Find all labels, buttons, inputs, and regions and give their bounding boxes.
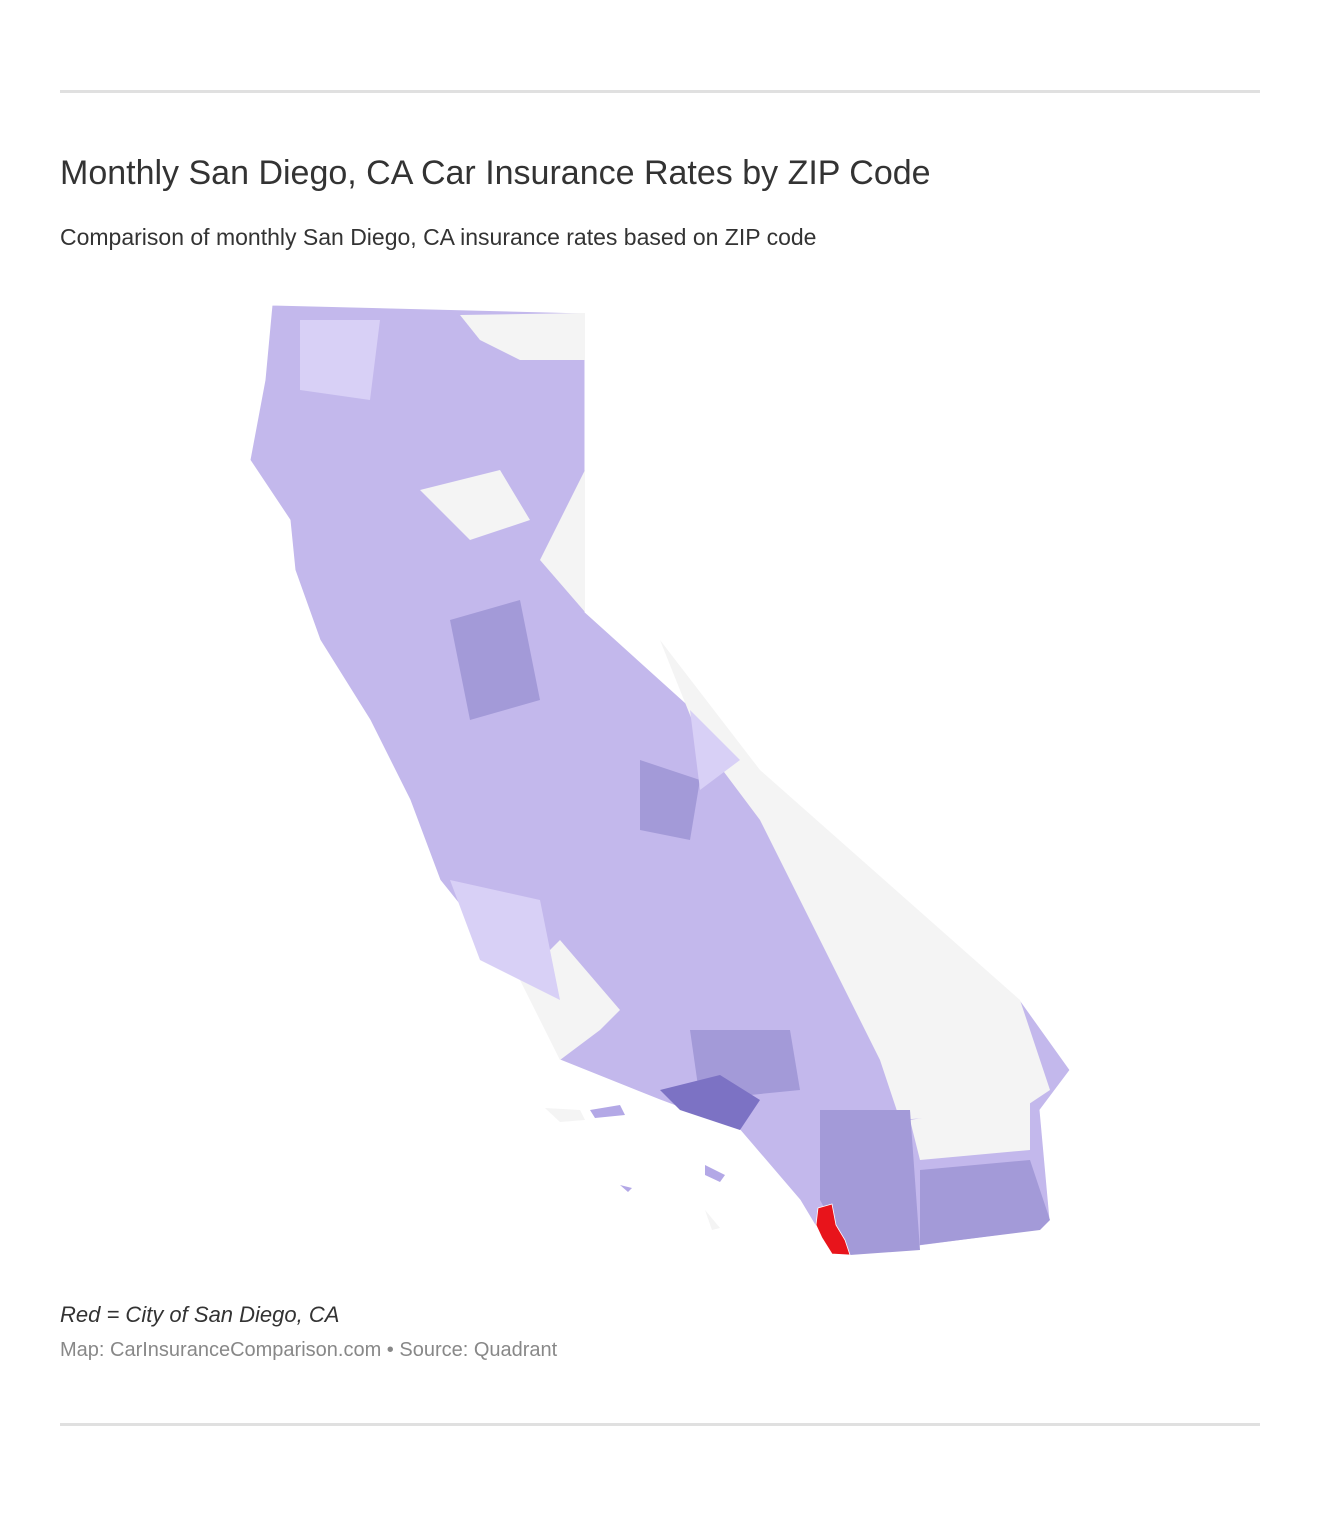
map-note: Red = City of San Diego, CA	[60, 1302, 340, 1327]
top-rule	[60, 90, 1260, 93]
dense-urban	[660, 1075, 760, 1130]
islands-blank	[545, 1108, 720, 1230]
islands	[590, 1105, 725, 1192]
lighter-zips	[300, 320, 740, 1000]
darker-zips	[450, 600, 1050, 1255]
bottom-rule	[60, 1423, 1260, 1426]
map	[249, 304, 1071, 1256]
san-diego-city	[815, 1203, 851, 1256]
title: Monthly San Diego, CA Car Insurance Rate…	[60, 154, 931, 192]
subtitle: Comparison of monthly San Diego, CA insu…	[60, 224, 817, 250]
source: Map: CarInsuranceComparison.com • Source…	[60, 1339, 558, 1361]
